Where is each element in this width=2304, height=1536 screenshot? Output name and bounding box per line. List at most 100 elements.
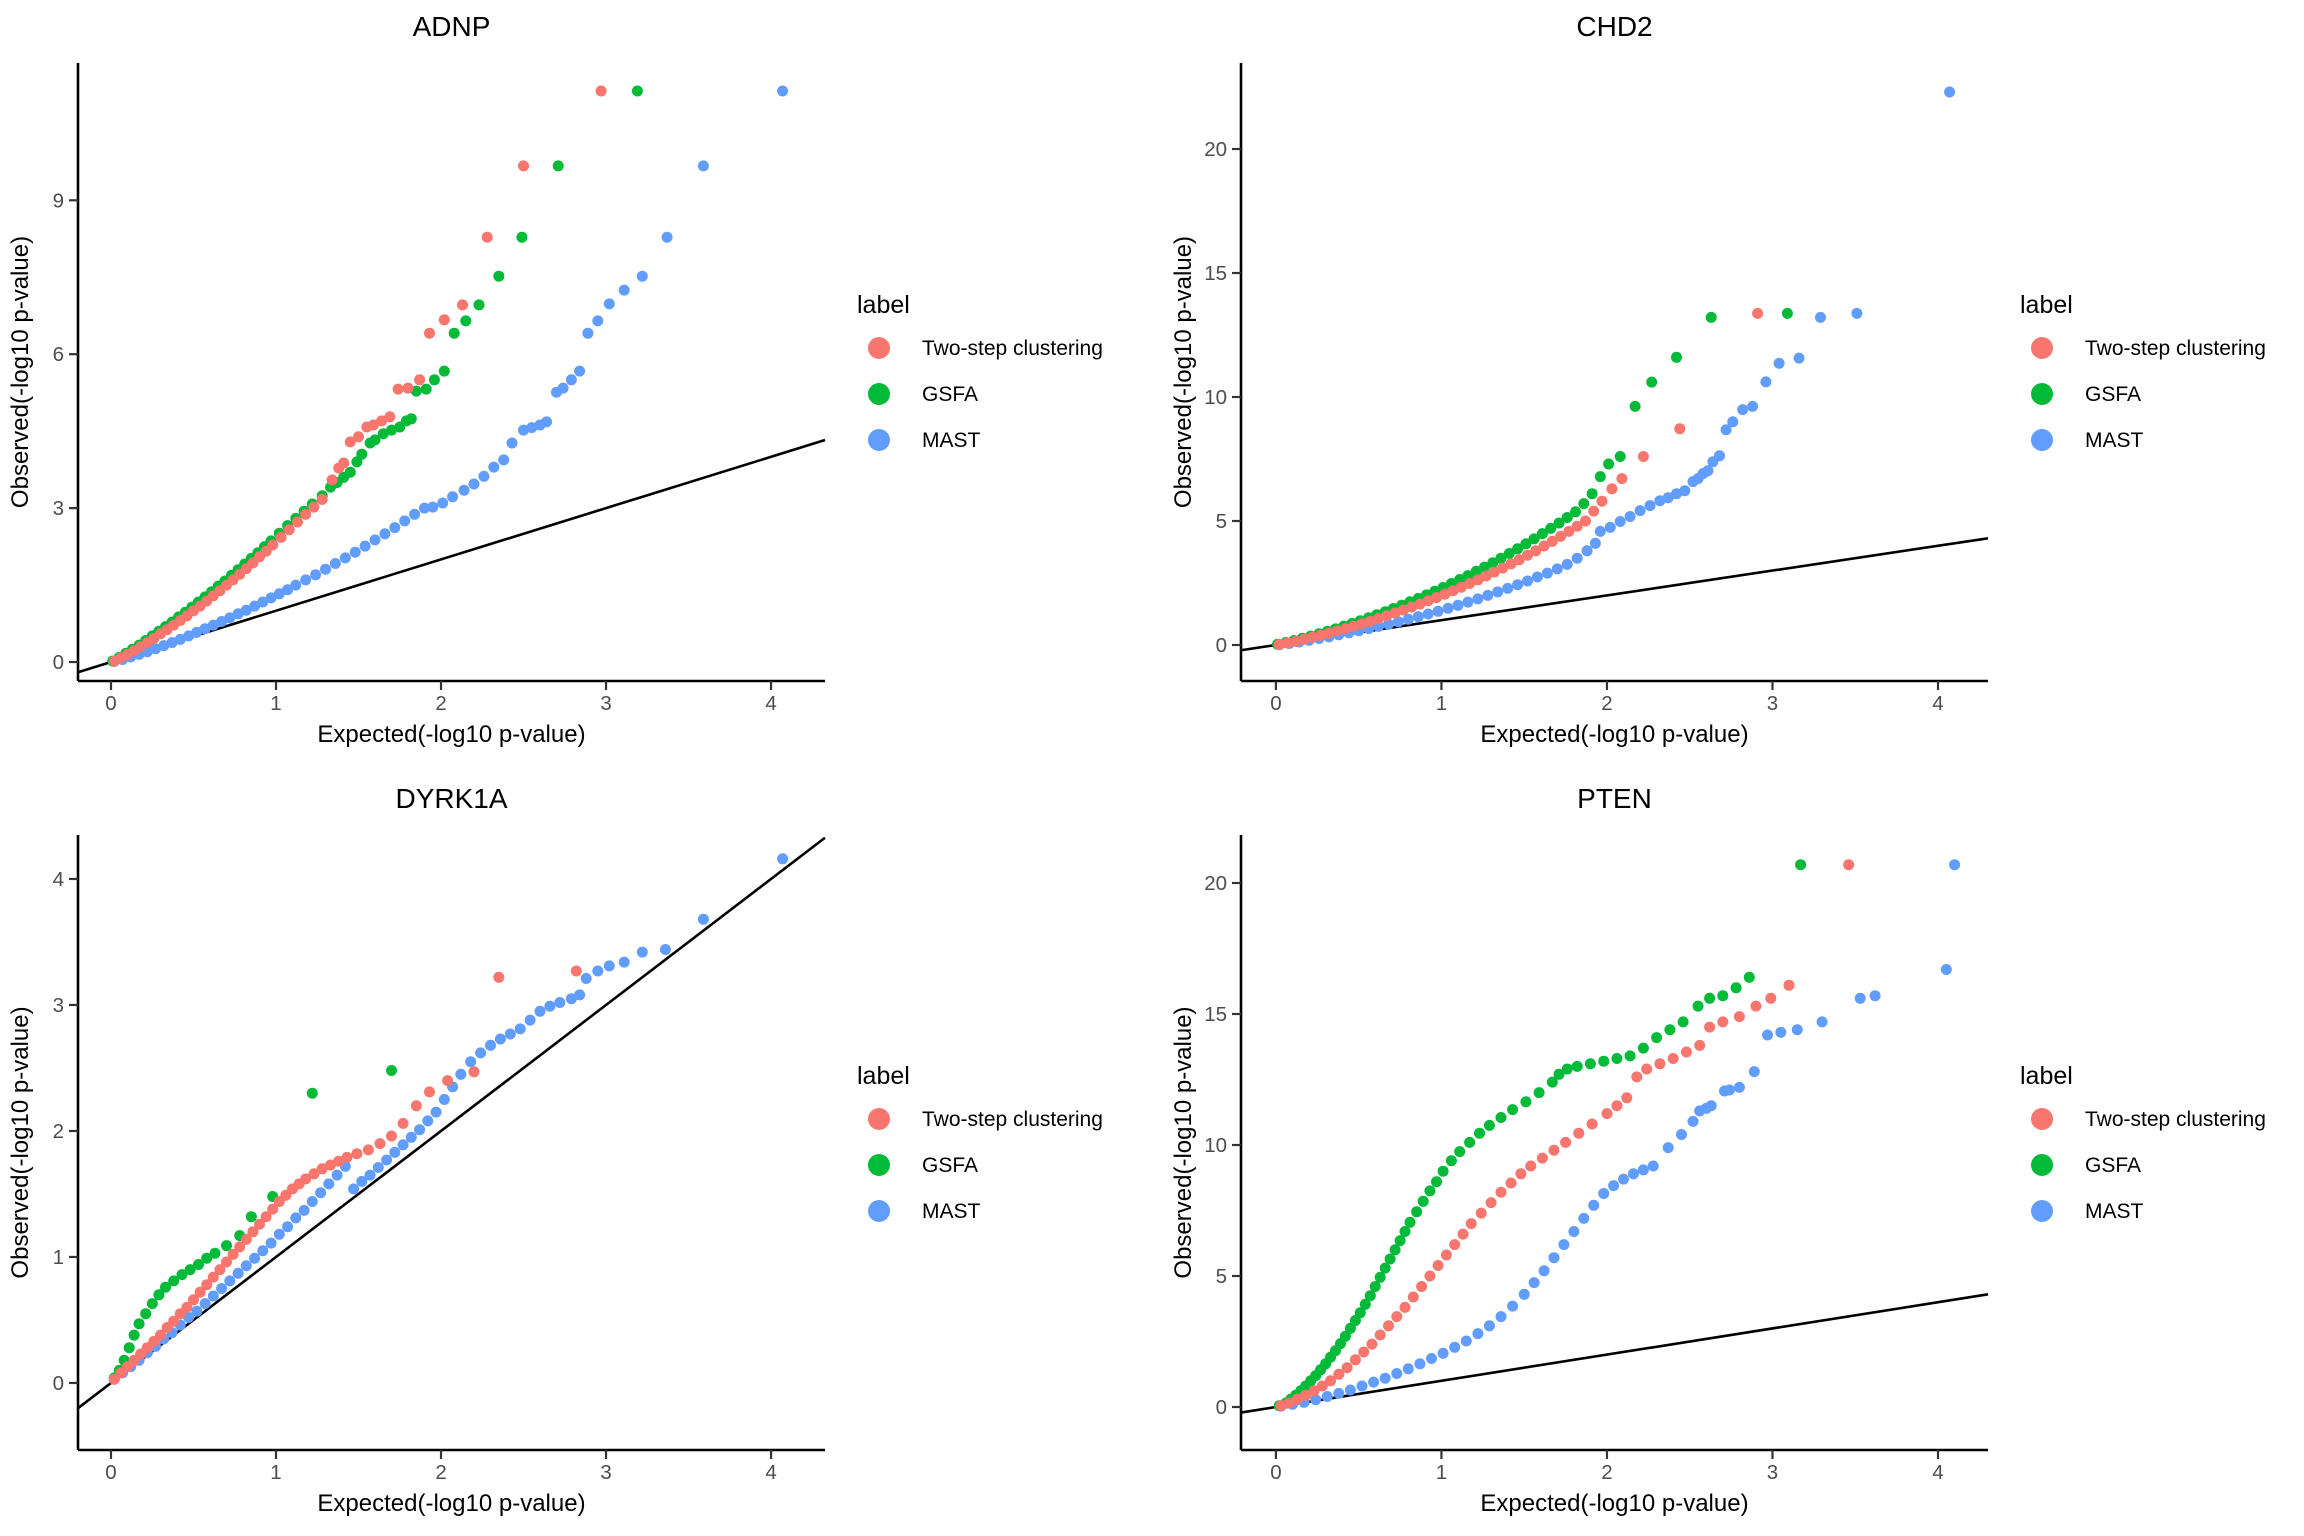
data-point	[1548, 1252, 1560, 1264]
data-point	[1614, 451, 1626, 462]
data-point	[183, 1311, 195, 1323]
data-point	[1512, 543, 1524, 555]
data-point	[574, 989, 586, 1001]
data-point	[1275, 1400, 1287, 1412]
data-point	[1747, 400, 1759, 412]
data-point	[153, 1289, 165, 1301]
panel-title: PTEN	[1577, 783, 1652, 814]
data-point	[282, 1221, 294, 1233]
data-point	[1457, 1228, 1469, 1240]
x-tick-label: 3	[1767, 692, 1778, 715]
legend-item-label: GSFA	[2085, 383, 2141, 406]
data-point	[392, 383, 404, 395]
data-point	[592, 315, 604, 327]
data-point	[1733, 1081, 1745, 1093]
legend-item: MAST	[2031, 1200, 2144, 1223]
data-point	[1507, 1300, 1519, 1312]
data-point	[1679, 485, 1691, 497]
data-point	[1507, 1104, 1519, 1116]
data-point	[1339, 1330, 1351, 1342]
y-tick-label: 1	[53, 1246, 64, 1269]
legend-item-label: MAST	[922, 1200, 981, 1223]
data-point	[1628, 1168, 1639, 1180]
data-point	[1480, 570, 1492, 582]
legend-item: GSFA	[2031, 383, 2141, 406]
data-point	[1743, 971, 1755, 983]
data-point	[367, 419, 379, 431]
y-tick-label: 4	[53, 868, 64, 891]
x-axis-title: Expected(-log10 p-value)	[1480, 721, 1748, 748]
data-point	[1422, 608, 1434, 620]
data-point	[1646, 376, 1658, 388]
data-point	[1578, 1212, 1590, 1224]
data-point	[1364, 1290, 1376, 1302]
legend-title: label	[2020, 291, 2073, 319]
data-point	[193, 1259, 204, 1270]
data-point	[1616, 473, 1628, 485]
data-point	[1573, 1127, 1585, 1139]
legend-swatch	[868, 1108, 890, 1130]
data-point	[1483, 1320, 1495, 1332]
data-point	[1637, 1164, 1649, 1176]
data-point	[518, 424, 529, 436]
data-point	[1349, 1354, 1361, 1366]
data-point	[194, 1286, 206, 1298]
x-tick-label: 3	[600, 692, 611, 715]
data-point	[636, 946, 648, 958]
data-point	[1631, 1071, 1643, 1083]
data-point	[1680, 1046, 1692, 1058]
data-point	[1571, 520, 1583, 532]
identity-line	[77, 438, 826, 674]
legend: label Two-step clustering GSFA MAST	[2020, 291, 2266, 452]
data-point	[1356, 1380, 1368, 1392]
data-point	[1424, 1270, 1436, 1282]
x-tick-label: 4	[1932, 692, 1943, 715]
data-point	[1676, 1129, 1687, 1140]
data-point	[240, 1233, 252, 1245]
data-point	[1750, 1000, 1762, 1012]
data-point	[265, 592, 277, 604]
data-point	[570, 965, 582, 977]
legend-item: GSFA	[868, 1154, 978, 1177]
data-point	[1475, 1207, 1487, 1219]
data-point	[574, 365, 586, 377]
data-point	[1671, 488, 1682, 500]
x-tick-label: 2	[1601, 692, 1612, 715]
data-point	[364, 1169, 376, 1181]
data-point	[1455, 581, 1467, 593]
data-point	[1781, 307, 1793, 319]
y-tick-label: 3	[53, 497, 64, 520]
data-point	[427, 501, 439, 513]
data-point	[405, 1131, 417, 1143]
data-point	[1323, 627, 1335, 639]
data-point	[184, 1264, 196, 1276]
legend: label Two-step clustering GSFA MAST	[2020, 1062, 2266, 1223]
data-point	[1384, 1253, 1396, 1265]
data-point	[326, 474, 338, 486]
data-point	[1315, 629, 1327, 641]
data-point	[1389, 1244, 1401, 1256]
data-point	[498, 454, 510, 466]
data-point	[424, 1086, 435, 1098]
data-point	[458, 484, 470, 496]
data-point	[191, 626, 203, 638]
data-point	[1702, 465, 1714, 477]
data-point	[636, 270, 648, 282]
y-tick-label: 9	[53, 189, 64, 212]
panel-title: DYRK1A	[395, 783, 507, 814]
data-point	[475, 1047, 487, 1059]
data-point	[1414, 1358, 1426, 1370]
data-point	[1416, 1281, 1428, 1292]
data-point	[283, 524, 295, 536]
data-point	[1437, 1347, 1449, 1359]
legend-item: MAST	[2031, 429, 2144, 452]
data-point	[356, 448, 368, 460]
data-point	[310, 569, 322, 581]
x-tick-label: 4	[765, 692, 776, 715]
data-point	[376, 415, 388, 427]
data-point	[595, 85, 607, 97]
data-point	[1720, 424, 1732, 436]
data-point	[504, 1028, 516, 1040]
legend-item: Two-step clustering	[868, 1108, 1103, 1131]
data-point	[1571, 552, 1583, 564]
